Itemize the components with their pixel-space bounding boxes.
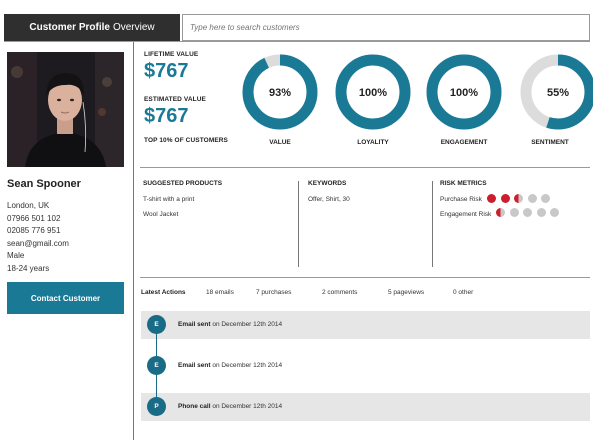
engagement-donut: 100% bbox=[426, 54, 502, 130]
activity-row[interactable] bbox=[141, 393, 590, 421]
engagement-risk-dot bbox=[496, 208, 505, 217]
sentiment-metric-label: SENTIMENT bbox=[531, 139, 569, 146]
customer-photo bbox=[7, 52, 124, 167]
top-customers-label: TOP 10% OF CUSTOMERS bbox=[144, 137, 228, 144]
engagement-risk-label: Engagement Risk bbox=[440, 211, 492, 218]
lifetime-value-label: LIFETIME VALUE bbox=[144, 51, 199, 58]
purchase-risk-dot bbox=[500, 194, 510, 203]
column-divider bbox=[432, 181, 433, 267]
activity-text: Phone call on December 12th 2014 bbox=[178, 403, 282, 410]
stat-pageviews[interactable]: 5 pageviews bbox=[388, 289, 425, 296]
purchase-risk-label: Purchase Risk bbox=[440, 196, 482, 203]
value-donut: 93% bbox=[242, 54, 318, 130]
activity-date: on December 12th 2014 bbox=[212, 403, 283, 410]
engagement-risk-dot bbox=[550, 208, 560, 217]
customer-location: London, UK bbox=[7, 201, 50, 210]
phone-icon: P bbox=[147, 397, 166, 416]
suggested-product-item[interactable]: T-shirt with a print bbox=[143, 196, 195, 203]
activity-title: Phone call bbox=[178, 403, 211, 410]
header-divider bbox=[4, 41, 590, 42]
purchase-risk-dot bbox=[514, 194, 524, 203]
email-icon: E bbox=[147, 315, 166, 334]
customer-phone-2: 02085 776 951 bbox=[7, 226, 61, 236]
engagement-donut-arc bbox=[426, 54, 502, 130]
engagement-risk-dot bbox=[523, 208, 533, 217]
estimated-value-label: ESTIMATED VALUE bbox=[144, 96, 206, 103]
value-metric-label: VALUE bbox=[269, 139, 291, 146]
suggested-products-title: SUGGESTED PRODUCTS bbox=[143, 180, 223, 187]
engagement-metric-label: ENGAGEMENT bbox=[440, 139, 488, 146]
activity-date: on December 12th 2014 bbox=[212, 321, 283, 328]
value-percent: 93% bbox=[269, 87, 291, 99]
lifetime-value: $767 bbox=[144, 60, 189, 82]
engagement-risk-dot bbox=[536, 208, 546, 217]
stat-other[interactable]: 0 other bbox=[453, 289, 474, 296]
stat-emails[interactable]: 18 emails bbox=[206, 289, 234, 296]
sentiment-donut: 55% bbox=[520, 54, 593, 130]
purchase-risk-dot bbox=[527, 194, 537, 203]
customer-phone-1: 07966 501 102 bbox=[7, 213, 61, 223]
column-divider bbox=[298, 181, 299, 267]
engagement-risk-dot bbox=[509, 208, 519, 217]
window-top-margin bbox=[0, 0, 593, 10]
search-input[interactable] bbox=[183, 15, 589, 40]
keywords-title: KEYWORDS bbox=[308, 180, 347, 187]
engagement-percent: 100% bbox=[450, 87, 478, 99]
suggested-product-item[interactable]: Wool Jacket bbox=[143, 211, 179, 218]
customer-email: sean@gmail.com bbox=[7, 238, 69, 248]
value-donut-arc bbox=[242, 54, 318, 130]
activity-text: Email sent on December 12th 2014 bbox=[178, 321, 282, 328]
portrait-image bbox=[7, 52, 124, 167]
contact-customer-button[interactable]: Contact Customer bbox=[7, 282, 124, 314]
activity-title: Email sent bbox=[178, 362, 211, 369]
keywords-list: Offer, Shirt, 30 bbox=[308, 196, 350, 203]
activity-date: on December 12th 2014 bbox=[212, 362, 283, 369]
loyality-donut-arc bbox=[335, 54, 411, 130]
metrics-divider bbox=[140, 167, 590, 168]
sentiment-percent: 55% bbox=[547, 87, 569, 99]
stat-comments[interactable]: 2 comments bbox=[322, 289, 358, 296]
actions-divider bbox=[140, 277, 590, 278]
sidebar-divider bbox=[133, 42, 134, 440]
page-title-bold: Customer Profile bbox=[29, 22, 110, 33]
stat-purchases[interactable]: 7 purchases bbox=[256, 289, 292, 296]
customer-age: 18-24 years bbox=[7, 263, 50, 273]
purchase-risk-dot bbox=[541, 194, 551, 203]
risk-metrics-title: RISK METRICS bbox=[440, 180, 487, 187]
activity-text: Email sent on December 12th 2014 bbox=[178, 362, 282, 369]
page-title-tab[interactable]: Customer Profile Overview bbox=[4, 14, 180, 41]
loyality-metric-label: LOYALITY bbox=[357, 139, 389, 146]
sentiment-donut-arc bbox=[520, 54, 593, 130]
loyality-donut: 100% bbox=[335, 54, 411, 130]
activity-title: Email sent bbox=[178, 321, 211, 328]
activity-row[interactable] bbox=[141, 311, 590, 339]
latest-actions-title: Latest Actions bbox=[141, 289, 186, 296]
estimated-value: $767 bbox=[144, 105, 189, 127]
customer-name: Sean Spooner bbox=[7, 178, 81, 190]
page-title-light: Overview bbox=[112, 22, 155, 33]
loyality-percent: 100% bbox=[359, 87, 387, 99]
search-box[interactable] bbox=[182, 14, 590, 41]
email-icon: E bbox=[147, 356, 166, 375]
customer-gender: Male bbox=[7, 251, 25, 261]
purchase-risk-dot bbox=[487, 194, 496, 203]
customer-details: London, UK 07966 501 102 02085 776 951 s… bbox=[7, 200, 69, 276]
